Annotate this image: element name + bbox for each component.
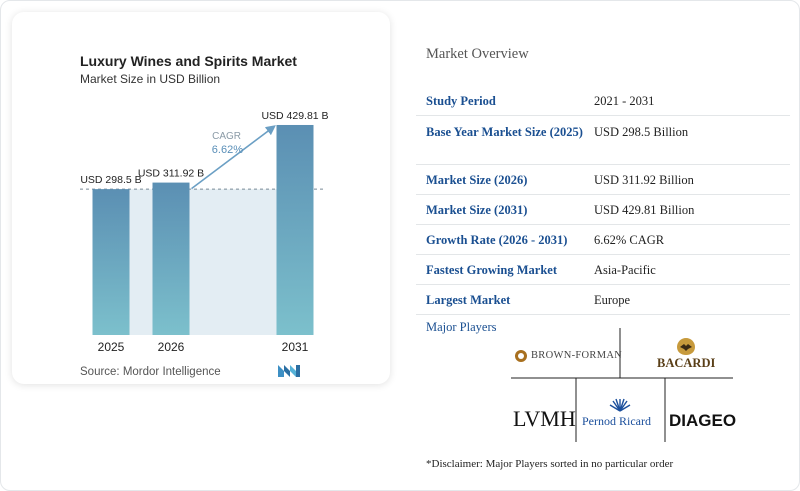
major-players-title: Major Players	[426, 320, 497, 334]
table-row: Base Year Market Size (2025) USD 298.5 B…	[416, 116, 790, 165]
cagr-arrow	[191, 125, 276, 190]
player-pernod-ricard: Pernod Ricard	[582, 414, 651, 428]
row-label: Fastest Growing Market	[426, 262, 557, 277]
data-label-2025: USD 298.5 B	[80, 174, 141, 186]
overview-table: Study Period 2021 - 2031 Base Year Marke…	[416, 86, 790, 315]
row-label: Study Period	[426, 93, 496, 108]
chart-subtitle: Market Size in USD Billion	[80, 72, 221, 86]
source-note: Source: Mordor Intelligence	[80, 366, 221, 378]
x-tick-2026: 2026	[158, 340, 185, 354]
brown-forman-emblem-icon	[515, 350, 527, 362]
x-tick-2025: 2025	[98, 340, 125, 354]
row-value: USD 298.5 Billion	[594, 125, 689, 139]
pernod-ricard-star-icon	[609, 398, 631, 412]
row-label: Market Size (2026)	[426, 172, 528, 187]
row-value: USD 311.92 Billion	[594, 172, 694, 187]
bar-2026	[152, 182, 190, 335]
row-value: 6.62% CAGR	[594, 232, 665, 247]
disclaimer: *Disclaimer: Major Players sorted in no …	[426, 458, 674, 470]
player-brown-forman: BROWN-FORMAN	[531, 350, 623, 361]
bar-chart: USD 298.5 B 2025 USD 311.92 B 2026 USD 429.8…	[80, 110, 329, 354]
bar-2031	[276, 124, 314, 335]
data-label-2031: USD 429.81 B	[261, 110, 328, 122]
player-lvmh: LVMH	[513, 406, 576, 431]
row-label: Largest Market	[426, 292, 511, 307]
table-row: Study Period 2021 - 2031	[416, 86, 790, 116]
table-row: Largest Market Europe	[416, 285, 790, 315]
table-row: Market Size (2031) USD 429.81 Billion	[416, 195, 790, 225]
x-tick-2031: 2031	[282, 340, 309, 354]
row-value: Asia-Pacific	[594, 262, 656, 277]
data-label-2026: USD 311.92 B	[138, 168, 204, 180]
player-bacardi: BACARDI	[657, 356, 716, 370]
mordor-logo-icon	[278, 365, 300, 377]
row-label: Growth Rate (2026 - 2031)	[426, 232, 568, 247]
row-label: Base Year Market Size (2025)	[426, 125, 583, 139]
table-row: Fastest Growing Market Asia-Pacific	[416, 255, 790, 285]
cagr-label: CAGR	[212, 131, 241, 142]
row-value: USD 429.81 Billion	[594, 202, 695, 217]
table-row: Market Size (2026) USD 311.92 Billion	[416, 165, 790, 195]
market-overview-title: Market Overview	[426, 46, 529, 62]
row-label: Market Size (2031)	[426, 202, 528, 217]
row-value: Europe	[594, 292, 631, 307]
bacardi-bat-icon	[677, 338, 695, 355]
table-row: Growth Rate (2026 - 2031) 6.62% CAGR	[416, 225, 790, 255]
bar-2025	[92, 189, 130, 335]
cagr-value: 6.62%	[212, 144, 243, 156]
chart-title: Luxury Wines and Spirits Market	[80, 53, 297, 69]
player-diageo: DIAGEO	[669, 411, 737, 430]
row-value: 2021 - 2031	[594, 93, 655, 108]
